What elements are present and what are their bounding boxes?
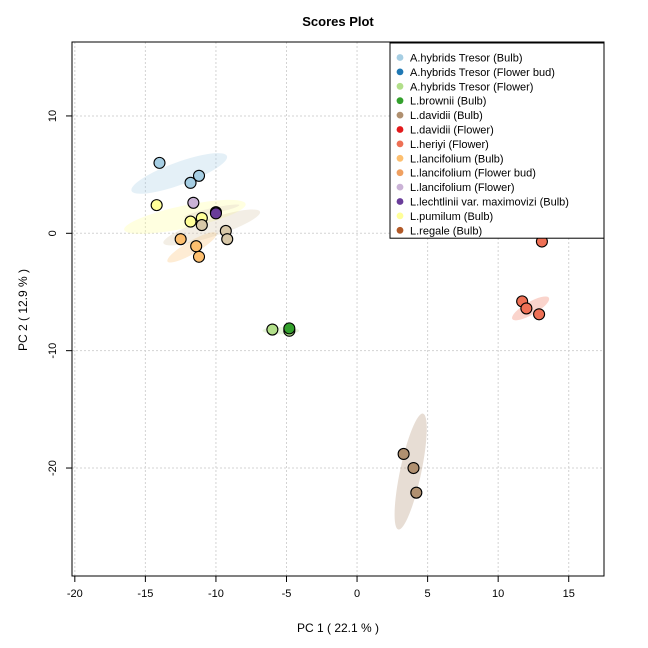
legend-swatch [396, 169, 404, 177]
x-tick-label: -5 [282, 588, 292, 600]
x-axis-label: PC 1 ( 22.1 % ) [297, 621, 379, 635]
x-tick-label: -10 [208, 588, 224, 600]
x-tick-label: -15 [137, 588, 153, 600]
legend-entry: A.hybrids Tresor (Bulb) [410, 53, 522, 65]
legend-swatch [396, 111, 404, 119]
legend-swatch [396, 97, 404, 105]
axes: -20 -15 -10 -5 0 5 10 15 10 0 -10 -20 [47, 110, 575, 600]
x-tick-label: 15 [563, 588, 575, 600]
score-point-series-7 [190, 240, 203, 253]
legend-swatch [396, 68, 404, 76]
score-point-series-4 [397, 447, 410, 460]
score-point-series-6 [533, 308, 546, 321]
legend-swatch [396, 126, 404, 133]
legend-entry: L.lancifolium (Bulb) [410, 153, 504, 165]
legend-swatch [396, 198, 404, 205]
y-axis-label: PC 2 ( 12.9 % ) [16, 269, 30, 351]
legend-entry: A.hybrids Tresor (Flower) [410, 81, 533, 93]
score-point-series-0 [184, 176, 197, 189]
legend-entry: L.davidii (Flower) [410, 125, 494, 137]
score-point-series-0 [192, 169, 206, 182]
score-point-series-9 [187, 196, 200, 209]
x-tick-label: 0 [354, 588, 360, 600]
legend: A.hybrids Tresor (Bulb) A.hybrids Tresor … [389, 42, 605, 239]
score-points [150, 156, 548, 499]
legend-entry: L.brownii (Bulb) [410, 96, 486, 108]
score-point-series-3 [283, 322, 296, 335]
legend-entry: L.lechtlinii var. maximovizi (Bulb) [410, 197, 569, 209]
score-point-series-13 [221, 233, 234, 246]
score-point-series-11 [150, 199, 163, 212]
y-tick-label: 10 [47, 110, 59, 122]
score-point-series-7 [174, 233, 187, 246]
legend-box [389, 42, 605, 239]
ellipse-series-0 [131, 153, 228, 194]
legend-swatch [396, 54, 404, 61]
plot-border [71, 41, 605, 577]
x-tick-label: 5 [425, 588, 431, 600]
x-tick-label: 10 [492, 588, 504, 600]
score-point-series-2 [266, 323, 279, 336]
legend-swatch [396, 140, 404, 148]
legend-entry: L.lancifolium (Flower) [410, 182, 515, 194]
legend-entry: L.regale (Bulb) [410, 225, 482, 237]
score-point-series-4 [410, 486, 423, 499]
legend-entry: L.pumilum (Bulb) [410, 211, 493, 223]
legend-entry: L.lancifolium (Flower bud) [410, 168, 536, 180]
legend-entry: L.heriyi (Flower) [410, 139, 489, 151]
legend-entry: A.hybrids Tresor (Flower bud) [410, 67, 555, 79]
score-point-series-11 [184, 215, 197, 228]
ellipse-series-13 [163, 209, 261, 246]
legend-swatch [396, 212, 404, 220]
legend-swatch [396, 154, 404, 162]
y-tick-label: -20 [47, 460, 59, 476]
y-tick-label: 0 [47, 230, 59, 236]
x-tick-label: -20 [67, 588, 83, 600]
score-point-series-10 [209, 207, 222, 220]
legend-swatch [396, 226, 404, 234]
score-point-series-13 [195, 219, 208, 232]
score-point-series-7 [192, 250, 206, 263]
legend-swatch [396, 82, 404, 90]
score-point-series-0 [153, 156, 166, 169]
chart-title: Scores Plot [302, 14, 374, 29]
legend-swatch [396, 183, 404, 191]
y-tick-label: -10 [47, 343, 59, 359]
score-point-series-4 [407, 461, 420, 475]
legend-entry: L.davidii (Bulb) [410, 110, 483, 122]
score-point-series-6 [520, 302, 533, 315]
